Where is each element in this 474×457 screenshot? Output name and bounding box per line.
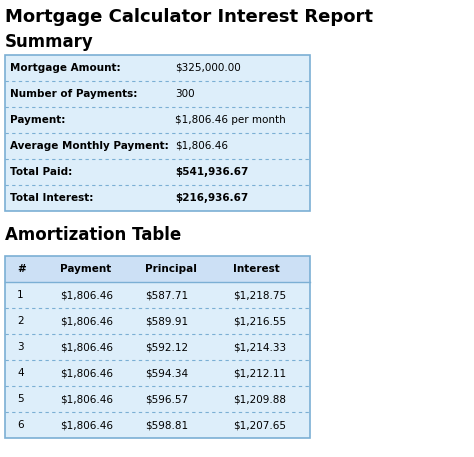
Text: $1,806.46: $1,806.46 (60, 394, 113, 404)
Text: 5: 5 (17, 394, 24, 404)
Text: $1,218.75: $1,218.75 (233, 290, 286, 300)
Text: Number of Payments:: Number of Payments: (10, 89, 137, 99)
Text: $541,936.67: $541,936.67 (175, 167, 248, 177)
Text: $1,806.46: $1,806.46 (60, 290, 113, 300)
Text: $325,000.00: $325,000.00 (175, 63, 241, 73)
Text: $1,806.46: $1,806.46 (60, 342, 113, 352)
Text: $596.57: $596.57 (145, 394, 188, 404)
Text: Summary: Summary (5, 33, 94, 51)
Text: $1,209.88: $1,209.88 (233, 394, 286, 404)
Text: Principal: Principal (145, 264, 197, 274)
Text: 1: 1 (17, 290, 24, 300)
Text: Payment: Payment (60, 264, 111, 274)
Bar (5, 256, 310, 438)
Text: Amortization Table: Amortization Table (5, 226, 181, 244)
Text: $1,216.55: $1,216.55 (233, 316, 286, 326)
Text: $1,806.46: $1,806.46 (60, 420, 113, 430)
Bar (5, 55, 310, 211)
Text: Average Monthly Payment:: Average Monthly Payment: (10, 141, 169, 151)
Bar (5, 256, 310, 282)
Text: 4: 4 (17, 368, 24, 378)
Text: Mortgage Amount:: Mortgage Amount: (10, 63, 120, 73)
Text: Payment:: Payment: (10, 115, 65, 125)
Text: $594.34: $594.34 (145, 368, 188, 378)
Text: $1,207.65: $1,207.65 (233, 420, 286, 430)
Text: 300: 300 (175, 89, 195, 99)
Text: $598.81: $598.81 (145, 420, 188, 430)
Text: $592.12: $592.12 (145, 342, 188, 352)
Text: $216,936.67: $216,936.67 (175, 193, 248, 203)
Text: $1,212.11: $1,212.11 (233, 368, 286, 378)
Text: 6: 6 (17, 420, 24, 430)
Text: Total Paid:: Total Paid: (10, 167, 72, 177)
Text: $1,806.46: $1,806.46 (60, 368, 113, 378)
Bar (5, 55, 310, 211)
Text: Total Interest:: Total Interest: (10, 193, 93, 203)
Text: $589.91: $589.91 (145, 316, 188, 326)
Text: Mortgage Calculator Interest Report: Mortgage Calculator Interest Report (5, 8, 373, 26)
Text: $1,806.46: $1,806.46 (175, 141, 228, 151)
Text: $1,214.33: $1,214.33 (233, 342, 286, 352)
Text: $1,806.46: $1,806.46 (60, 316, 113, 326)
Text: $587.71: $587.71 (145, 290, 188, 300)
Text: Interest: Interest (233, 264, 280, 274)
Text: $1,806.46 per month: $1,806.46 per month (175, 115, 286, 125)
Text: 3: 3 (17, 342, 24, 352)
Text: #: # (17, 264, 26, 274)
Text: 2: 2 (17, 316, 24, 326)
Bar (5, 256, 310, 438)
